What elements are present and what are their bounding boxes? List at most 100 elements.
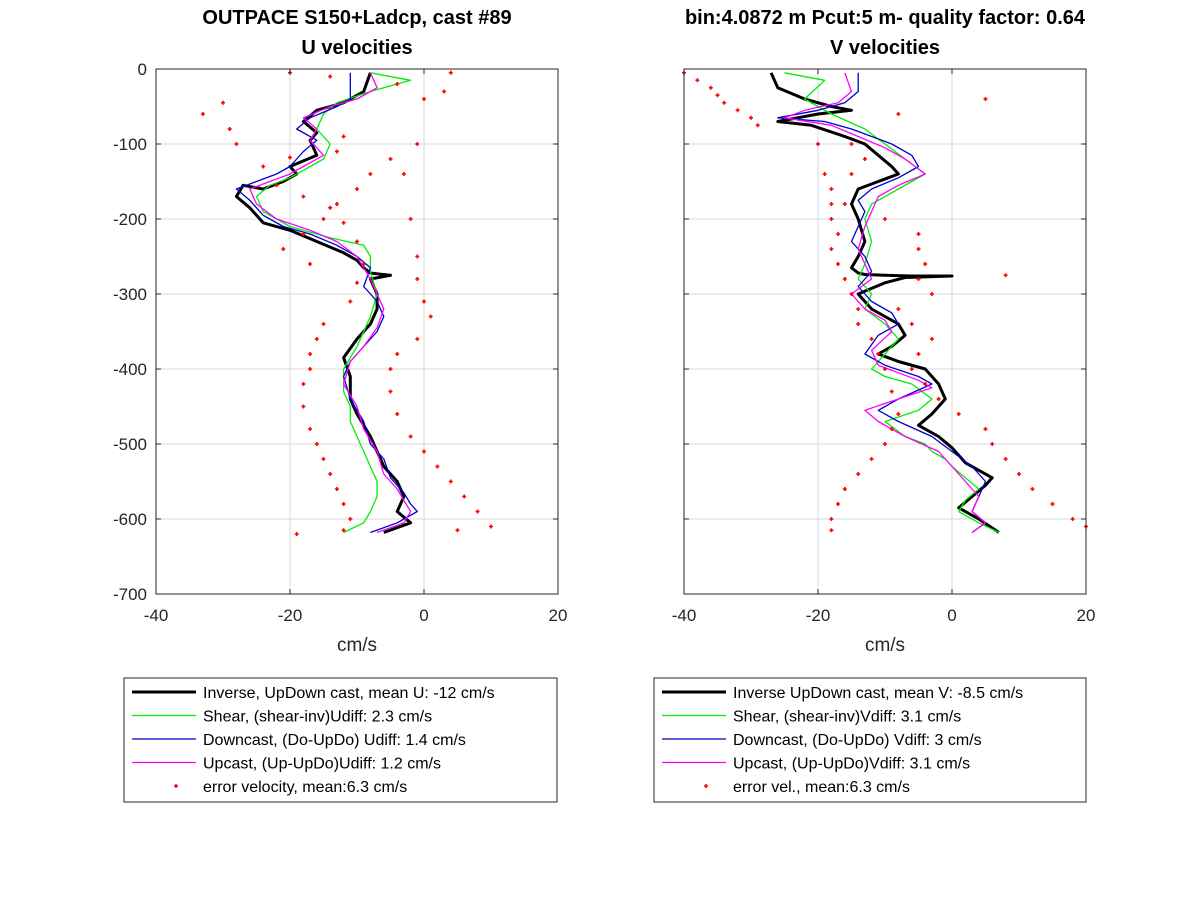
x-axis-label: cm/s <box>865 635 905 656</box>
error-point <box>301 194 306 199</box>
error-point <box>314 442 319 446</box>
error-point <box>388 157 393 161</box>
error-point <box>415 337 420 341</box>
series-5-points <box>200 70 493 536</box>
x-tick-label: -40 <box>144 606 169 625</box>
error-point <box>1070 517 1075 521</box>
error-point <box>428 314 433 319</box>
error-point <box>395 412 400 416</box>
series-1-line <box>769 72 1000 534</box>
error-point <box>929 337 934 341</box>
y-tick-label: -700 <box>113 585 147 604</box>
x-tick-label: -20 <box>806 606 831 625</box>
error-point <box>883 367 887 371</box>
error-point <box>348 517 353 521</box>
series-3-line <box>777 72 987 534</box>
error-point <box>321 322 326 326</box>
error-point <box>708 85 713 90</box>
error-point <box>274 183 279 188</box>
error-point <box>234 142 239 146</box>
error-point <box>408 434 413 439</box>
error-point <box>836 232 841 236</box>
error-point <box>415 254 420 259</box>
error-point <box>1030 487 1035 491</box>
legend: Inverse UpDown cast, mean V: -8.5 cm/s Sh… <box>653 677 1087 803</box>
error-point <box>395 82 400 86</box>
error-point <box>388 389 393 394</box>
error-point <box>829 247 834 251</box>
error-point <box>856 322 861 326</box>
error-point <box>334 149 339 154</box>
y-tick-label: -500 <box>113 435 147 454</box>
error-point <box>401 172 406 176</box>
chart-panel-2: -40 -20 0 20 cm/s bin:4.0872 m Pcut:5 m- qual… <box>653 7 1096 803</box>
error-point <box>735 108 740 113</box>
chart-subtitle: U velocities <box>301 37 412 59</box>
legend-marker-points <box>174 784 178 788</box>
error-point <box>314 337 319 341</box>
error-point <box>355 239 359 244</box>
error-point <box>415 277 420 281</box>
error-point <box>415 142 420 146</box>
y-tick-label: 0 <box>138 60 147 79</box>
chart-subtitle: V velocities <box>830 37 940 59</box>
legend-entry: Inverse UpDown cast, mean V: -8.5 cm/s <box>733 685 1023 702</box>
error-point <box>923 382 928 386</box>
y-tick-label: -300 <box>113 285 147 304</box>
error-point <box>983 97 988 101</box>
error-point <box>896 307 901 311</box>
error-point <box>842 487 847 491</box>
x-tick-label: -20 <box>278 606 303 625</box>
error-point <box>862 157 867 161</box>
axes-box <box>155 68 559 595</box>
error-point <box>308 427 313 431</box>
error-point <box>301 232 306 236</box>
error-point <box>876 352 881 356</box>
error-point <box>856 472 861 476</box>
error-point <box>308 262 313 266</box>
error-point <box>929 292 934 296</box>
error-point <box>889 389 894 394</box>
error-point <box>916 247 921 251</box>
legend-entry: Shear, (shear-inv)Vdiff: 3.1 cm/s <box>733 709 961 726</box>
error-point <box>355 187 359 191</box>
series-4-line <box>249 72 412 534</box>
error-point <box>281 247 286 251</box>
error-point <box>1017 472 1021 476</box>
x-tick-label: 20 <box>1077 606 1096 625</box>
error-point <box>308 352 313 356</box>
error-point <box>889 427 894 431</box>
series-5-points <box>682 70 1088 533</box>
error-point <box>261 164 266 169</box>
chart-title: bin:4.0872 m Pcut:5 m- quality factor: 0… <box>685 7 1086 29</box>
error-point <box>455 528 460 533</box>
error-point <box>715 93 720 98</box>
x-tick-label: 20 <box>549 606 568 625</box>
error-point <box>936 397 941 401</box>
error-point <box>422 299 426 304</box>
error-point <box>301 382 306 386</box>
legend-entry: Upcast, (Up-UpDo)Vdiff: 3.1 cm/s <box>733 756 970 773</box>
error-point <box>923 262 928 266</box>
error-point <box>422 449 426 454</box>
legend-entry: Upcast, (Up-UpDo)Udiff: 1.2 cm/s <box>203 756 441 773</box>
error-point <box>916 352 921 356</box>
legend-box <box>123 677 558 803</box>
tick-marks <box>683 68 1087 595</box>
error-point <box>341 502 346 506</box>
error-point <box>990 442 995 446</box>
error-point <box>221 100 225 105</box>
legend-box <box>653 677 1087 803</box>
legend-entry: Downcast, (Do-UpDo) Udiff: 1.4 cm/s <box>203 732 466 749</box>
error-point <box>334 202 339 206</box>
error-point <box>435 464 440 469</box>
error-point <box>348 299 353 304</box>
legend-entry: Inverse, UpDown cast, mean U: -12 cm/s <box>203 685 495 702</box>
legend-entry: error vel., mean:6.3 cm/s <box>733 779 910 796</box>
x-axis-label: cm/s <box>337 635 377 656</box>
error-point <box>755 123 760 128</box>
error-point <box>722 100 727 105</box>
error-point <box>1003 457 1008 461</box>
legend: Inverse, UpDown cast, mean U: -12 cm/s Sh… <box>123 677 558 803</box>
error-point <box>408 217 413 221</box>
